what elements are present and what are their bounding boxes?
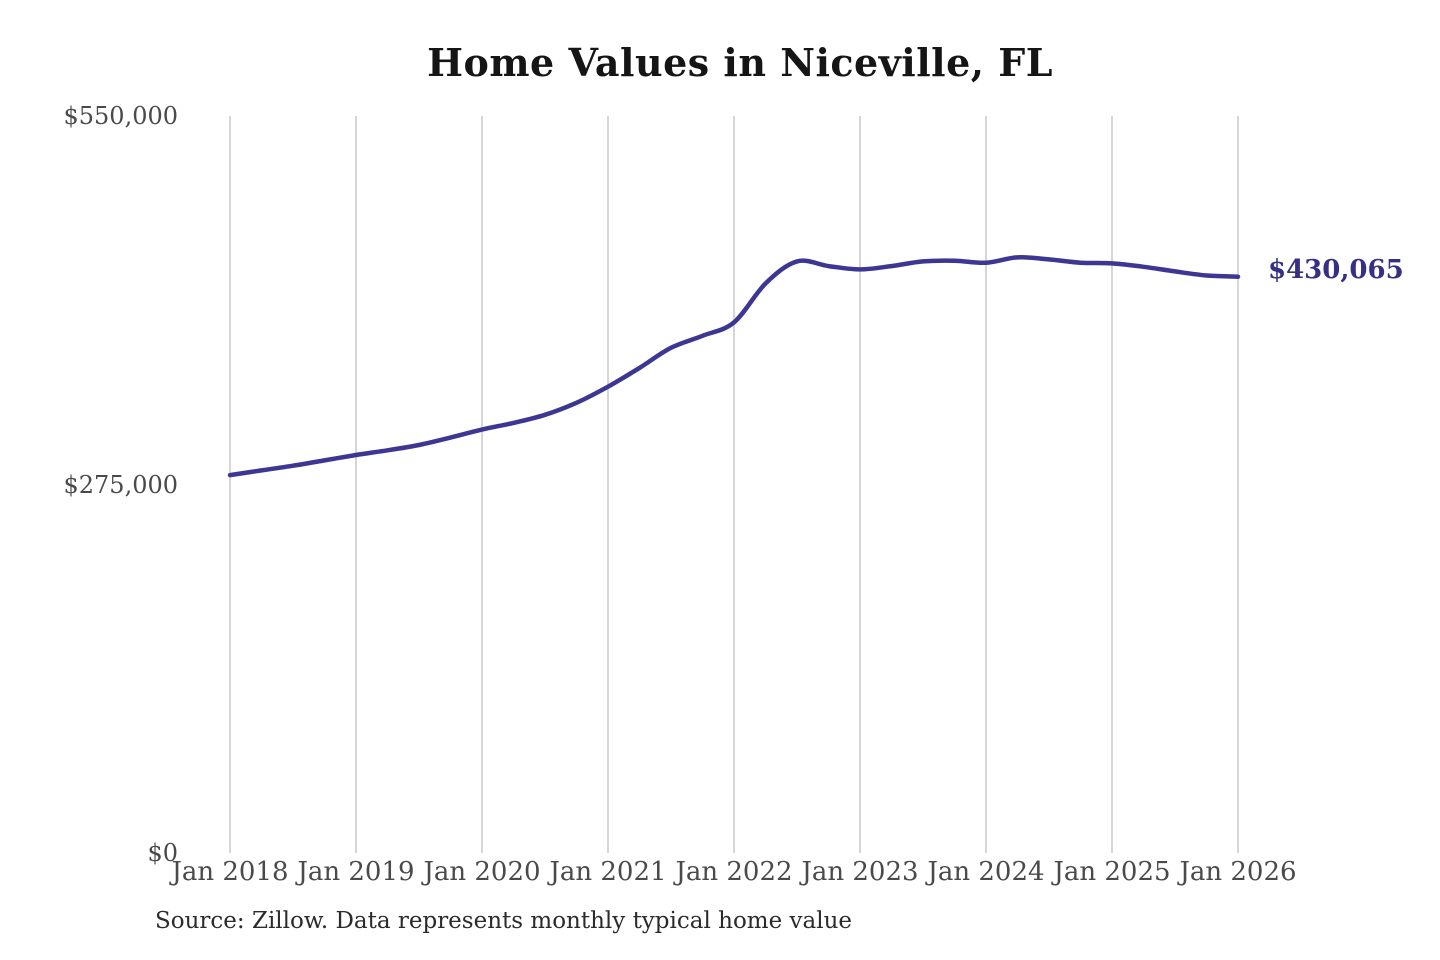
source-note: Source: Zillow. Data represents monthly … [155,908,853,934]
x-axis-label: Jan 2025 [1053,857,1171,887]
x-axis-label: Jan 2023 [801,857,919,887]
x-axis-label: Jan 2019 [297,857,415,887]
current-value-label: $430,065 [1268,254,1404,285]
y-axis-label: $550,000 [63,102,178,130]
x-axis-label: Jan 2020 [423,857,541,887]
chart-title: Home Values in Niceville, FL [427,40,1053,85]
x-axis-label: Jan 2024 [927,857,1045,887]
y-axis-label: $275,000 [63,470,178,499]
x-axis-label: Jan 2018 [171,857,289,887]
home-value-series-line [227,255,1241,478]
x-axis-label: Jan 2021 [549,857,667,887]
y-axis-label: $0 [147,839,178,867]
x-axis-label: Jan 2026 [1179,857,1297,887]
x-axis-label: Jan 2022 [675,857,793,887]
